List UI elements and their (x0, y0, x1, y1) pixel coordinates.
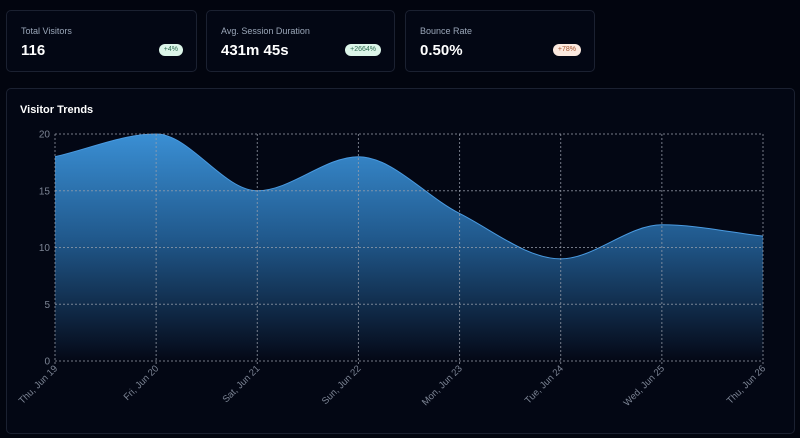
x-tick-label: Tue, Jun 24 (523, 363, 566, 406)
stat-value: 431m 45s (221, 42, 289, 59)
stat-label: Avg. Session Duration (221, 26, 310, 36)
y-tick-label: 0 (44, 357, 50, 368)
panel-title: Visitor Trends (20, 104, 94, 116)
stat-label: Total Visitors (21, 26, 72, 36)
stat-value: 116 (21, 42, 46, 59)
x-tick-label: Mon, Jun 23 (420, 363, 465, 408)
x-tick-label: Thu, Jun 26 (725, 363, 768, 406)
stat-label: Bounce Rate (420, 26, 473, 36)
change-badge: +78% (552, 44, 581, 56)
y-tick-label: 15 (39, 186, 51, 197)
x-tick-label: Sun, Jun 22 (320, 363, 364, 407)
stat-card-avg-session-duration: Avg. Session Duration 431m 45s +2664% (206, 10, 395, 72)
change-badge: +4% (158, 44, 183, 56)
y-axis: 0 5 10 15 20 (39, 130, 51, 368)
chart-grid (54, 133, 764, 365)
y-tick-label: 20 (39, 130, 51, 141)
stat-card-bounce-rate: Bounce Rate 0.50% +78% (405, 10, 595, 72)
stat-card-total-visitors: Total Visitors 116 +4% (6, 10, 197, 72)
x-tick-label: Wed, Jun 25 (622, 363, 667, 408)
y-tick-label: 5 (44, 300, 50, 311)
x-tick-label: Thu, Jun 19 (17, 363, 60, 406)
y-tick-label: 10 (39, 243, 51, 254)
change-badge: +2664% (345, 44, 381, 56)
line-series (54, 133, 764, 260)
x-tick-label: Fri, Jun 20 (122, 363, 162, 403)
x-axis: Thu, Jun 19 Fri, Jun 20 Sat, Jun 21 Sun, Ju… (17, 363, 768, 408)
stat-value: 0.50% (420, 42, 463, 59)
x-tick-label: Sat, Jun 21 (221, 363, 263, 405)
